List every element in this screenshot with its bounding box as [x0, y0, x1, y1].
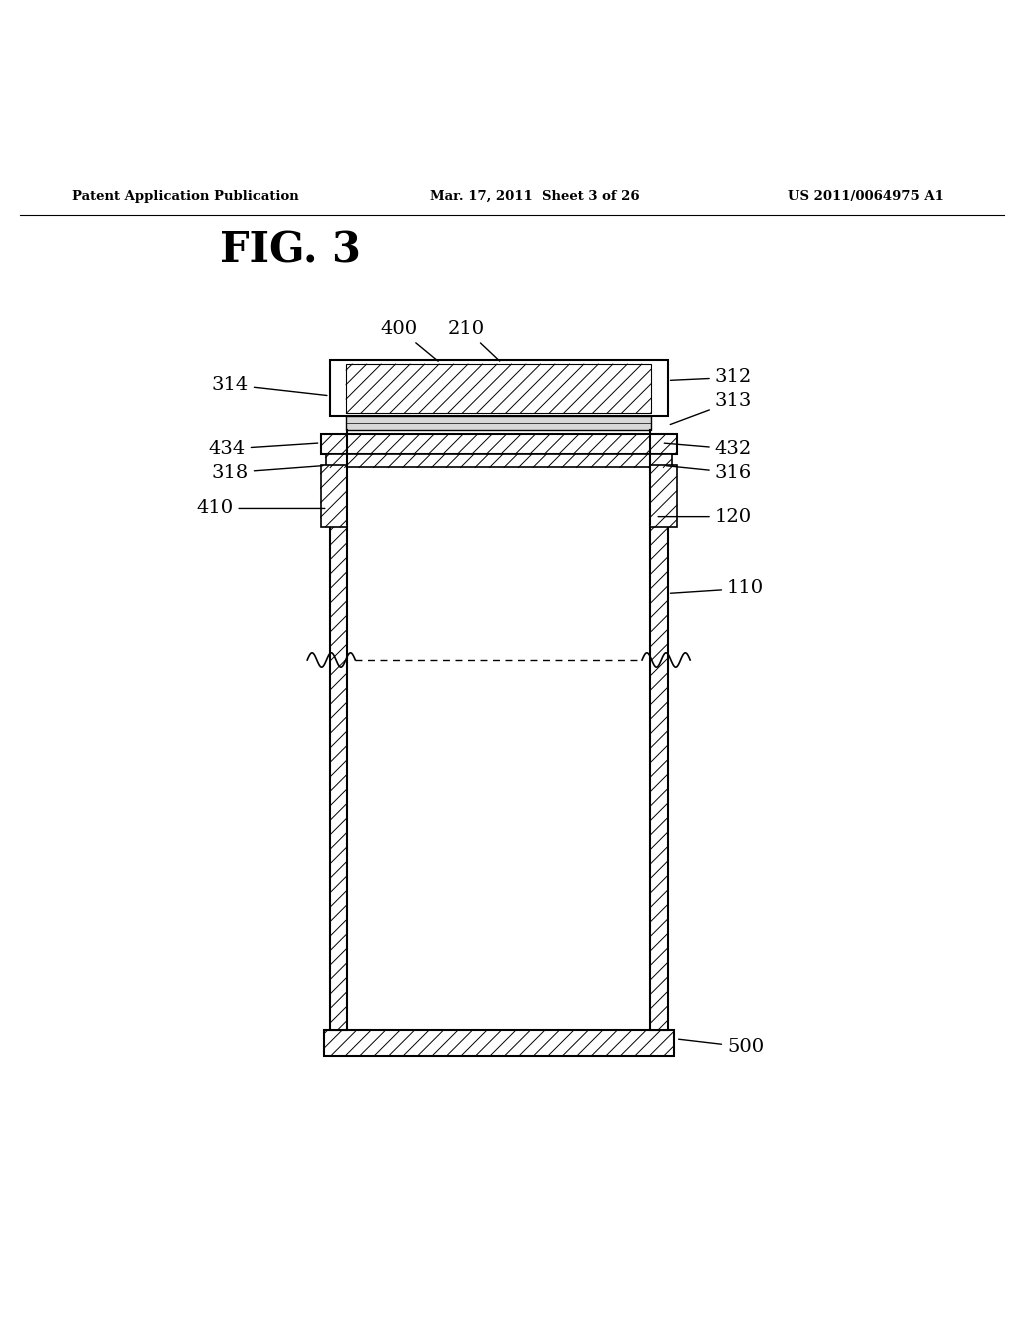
Text: 500: 500: [679, 1038, 764, 1056]
Text: 210: 210: [447, 321, 500, 362]
Text: Mar. 17, 2011  Sheet 3 of 26: Mar. 17, 2011 Sheet 3 of 26: [430, 190, 640, 203]
Polygon shape: [650, 466, 677, 527]
Text: 410: 410: [197, 499, 325, 517]
Text: 434: 434: [209, 440, 317, 458]
Polygon shape: [347, 429, 650, 524]
Text: FIG. 3: FIG. 3: [220, 230, 361, 272]
Polygon shape: [346, 364, 651, 413]
Polygon shape: [326, 454, 672, 467]
Polygon shape: [321, 434, 677, 454]
Text: 316: 316: [667, 463, 752, 482]
Text: US 2011/0064975 A1: US 2011/0064975 A1: [788, 190, 944, 203]
Polygon shape: [347, 524, 650, 1030]
Polygon shape: [330, 360, 668, 416]
Text: 314: 314: [212, 376, 327, 396]
Text: 110: 110: [671, 579, 764, 598]
Text: Patent Application Publication: Patent Application Publication: [72, 190, 298, 203]
Text: 432: 432: [665, 440, 752, 458]
Text: 120: 120: [658, 508, 752, 525]
Polygon shape: [321, 466, 347, 527]
Polygon shape: [324, 1030, 674, 1056]
Polygon shape: [346, 416, 651, 429]
Polygon shape: [330, 524, 347, 1030]
Text: 318: 318: [212, 463, 323, 482]
Text: 312: 312: [671, 368, 752, 387]
Text: 313: 313: [671, 392, 752, 425]
Text: 400: 400: [381, 321, 438, 362]
Polygon shape: [650, 524, 668, 1030]
